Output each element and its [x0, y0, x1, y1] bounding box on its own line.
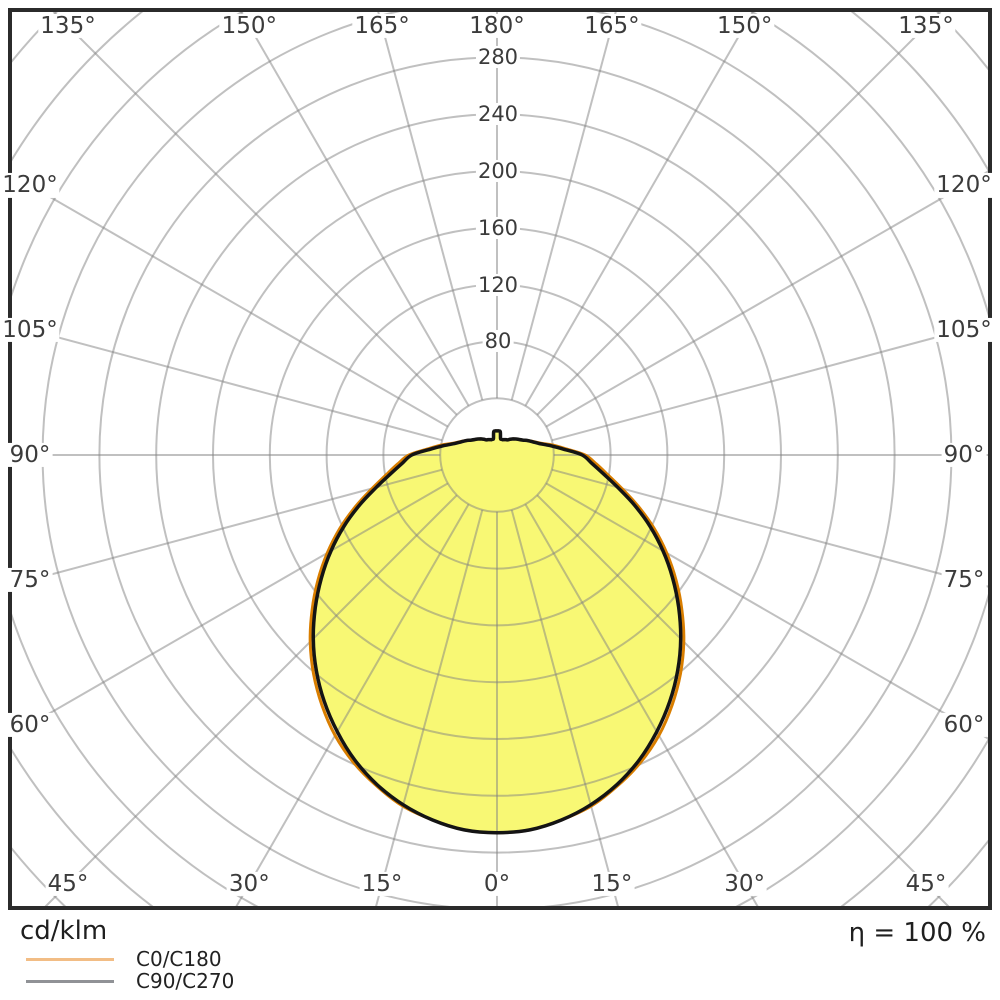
angle-label: 60°	[941, 711, 987, 738]
angle-label: 165°	[582, 12, 642, 39]
angle-label: 120°	[0, 172, 60, 199]
angle-label: 180°	[467, 12, 527, 39]
radial-tick-label: 240	[475, 102, 521, 127]
angle-label: 30°	[722, 870, 768, 897]
angle-label: 75°	[941, 567, 987, 594]
angle-label: 165°	[352, 12, 412, 39]
radial-tick-label: 200	[475, 158, 521, 183]
angle-label: 105°	[934, 316, 994, 343]
legend-label-c90: C90/C270	[136, 969, 235, 993]
unit-label: cd/klm	[20, 916, 108, 946]
angle-label: 45°	[45, 870, 91, 897]
legend-item-c90: C90/C270	[26, 969, 235, 993]
angle-label: 30°	[226, 870, 272, 897]
angle-label: 135°	[896, 12, 956, 39]
angle-label: 105°	[0, 316, 60, 343]
c0-line-swatch	[26, 957, 114, 961]
angle-label: 120°	[934, 172, 994, 199]
radial-tick-label: 280	[475, 45, 521, 70]
radial-tick-label: 160	[475, 215, 521, 240]
angle-label: 15°	[589, 870, 635, 897]
angle-label: 45°	[903, 870, 949, 897]
angle-label: 0°	[481, 870, 513, 897]
angle-label: 90°	[941, 441, 987, 468]
radial-tick-label: 80	[482, 329, 514, 354]
angle-label: 90°	[7, 441, 53, 468]
legend: C0/C180 C90/C270	[26, 947, 235, 993]
legend-label-c0: C0/C180	[136, 947, 222, 971]
angle-label: 135°	[38, 12, 98, 39]
c90-line-swatch	[26, 979, 114, 983]
legend-item-c0: C0/C180	[26, 947, 234, 971]
radial-tick-label: 120	[475, 272, 521, 297]
angle-label: 150°	[219, 12, 280, 39]
angle-label: 15°	[359, 870, 405, 897]
angle-label: 75°	[7, 567, 53, 594]
angle-label: 60°	[7, 711, 53, 738]
angle-label: 150°	[714, 12, 775, 39]
polar-chart-canvas	[12, 12, 988, 906]
c90-c270-curve	[311, 429, 683, 835]
efficiency-label: η = 100 %	[848, 918, 986, 948]
